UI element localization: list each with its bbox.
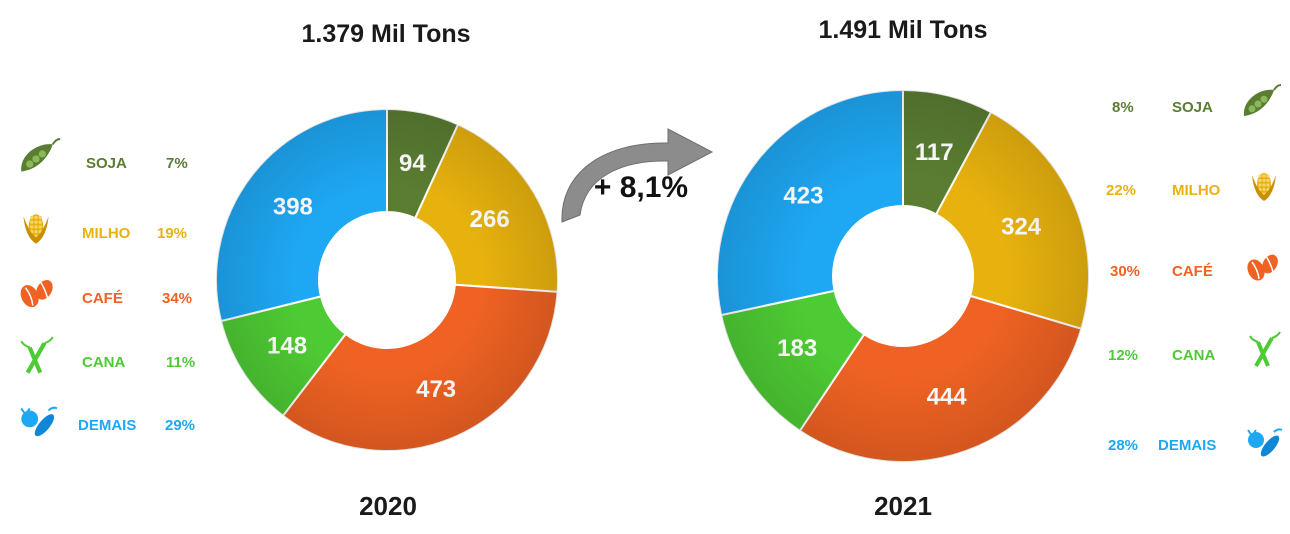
chart-2020-title: 1.379 Mil Tons [301, 20, 470, 48]
soybean-icon [21, 138, 61, 172]
legend-2020: SOJA 7% MILHO 19% CAFÉ 34% CANA 11% DEMAIS 29% [20, 138, 195, 437]
slice-label-2020-demais: 398 [273, 193, 313, 220]
coffee-bean-icon [20, 279, 53, 308]
slice-label-2020-cana: 148 [267, 332, 307, 359]
legend-2020-pct-milho: 19% [157, 225, 187, 242]
slice-label-2021-demais: 423 [783, 183, 823, 210]
legend-2021-pct-cafe: 30% [1110, 263, 1140, 280]
legend-2021-label-demais: DEMAIS [1158, 437, 1216, 454]
coffee-bean-icon [1247, 254, 1278, 281]
sugarcane-icon [1249, 331, 1281, 367]
slice-label-2021-cana: 183 [777, 335, 817, 362]
slice-label-2021-soja: 117 [915, 139, 954, 166]
growth-label: + 8,1% [594, 171, 688, 204]
vegetables-icon [1247, 428, 1283, 457]
donut-chart-2021: 117 324 444 183 423 [716, 88, 1090, 463]
legend-2021-label-cafe: CAFÉ [1172, 263, 1213, 280]
legend-2021-pct-milho: 22% [1106, 182, 1136, 199]
donut-chart-2020: 94 266 473 148 398 [215, 107, 559, 452]
legend-2020-label-cafe: CAFÉ [82, 290, 123, 307]
legend-2021-label-milho: MILHO [1172, 182, 1221, 199]
soybean-icon [1243, 84, 1282, 116]
legend-2021: 8% SOJA 22% MILHO 30% CAFÉ 12% CANA 28% DEMAIS [1106, 84, 1283, 457]
slice-label-2021-cafe: 444 [927, 383, 968, 410]
chart-2021-year: 2021 [874, 491, 932, 521]
growth-arrow-icon [561, 128, 714, 223]
vegetables-icon [20, 406, 58, 437]
legend-2021-label-cana: CANA [1172, 347, 1215, 364]
legend-2021-label-soja: SOJA [1172, 99, 1213, 116]
legend-2020-label-demais: DEMAIS [78, 417, 136, 434]
legend-2021-pct-demais: 28% [1108, 437, 1138, 454]
slice-label-2021-milho: 324 [1001, 214, 1042, 241]
slice-label-2020-milho: 266 [470, 206, 510, 233]
legend-2020-label-soja: SOJA [86, 155, 127, 172]
legend-2020-pct-cana: 11% [166, 354, 195, 371]
slice-label-2020-cafe: 473 [416, 376, 456, 403]
legend-2020-label-cana: CANA [82, 354, 125, 371]
legend-2020-pct-soja: 7% [166, 155, 188, 172]
legend-2020-pct-cafe: 34% [162, 290, 192, 307]
corn-icon [23, 214, 49, 244]
legend-2020-pct-demais: 29% [165, 417, 195, 434]
chart-2020-year: 2020 [359, 491, 417, 521]
legend-2020-label-milho: MILHO [82, 225, 131, 242]
corn-icon [1252, 173, 1276, 201]
legend-2021-pct-cana: 12% [1108, 347, 1138, 364]
sugarcane-icon [20, 336, 54, 374]
chart-2021-title: 1.491 Mil Tons [818, 16, 987, 44]
legend-2021-pct-soja: 8% [1112, 99, 1134, 116]
slice-label-2020-soja: 94 [399, 150, 426, 177]
